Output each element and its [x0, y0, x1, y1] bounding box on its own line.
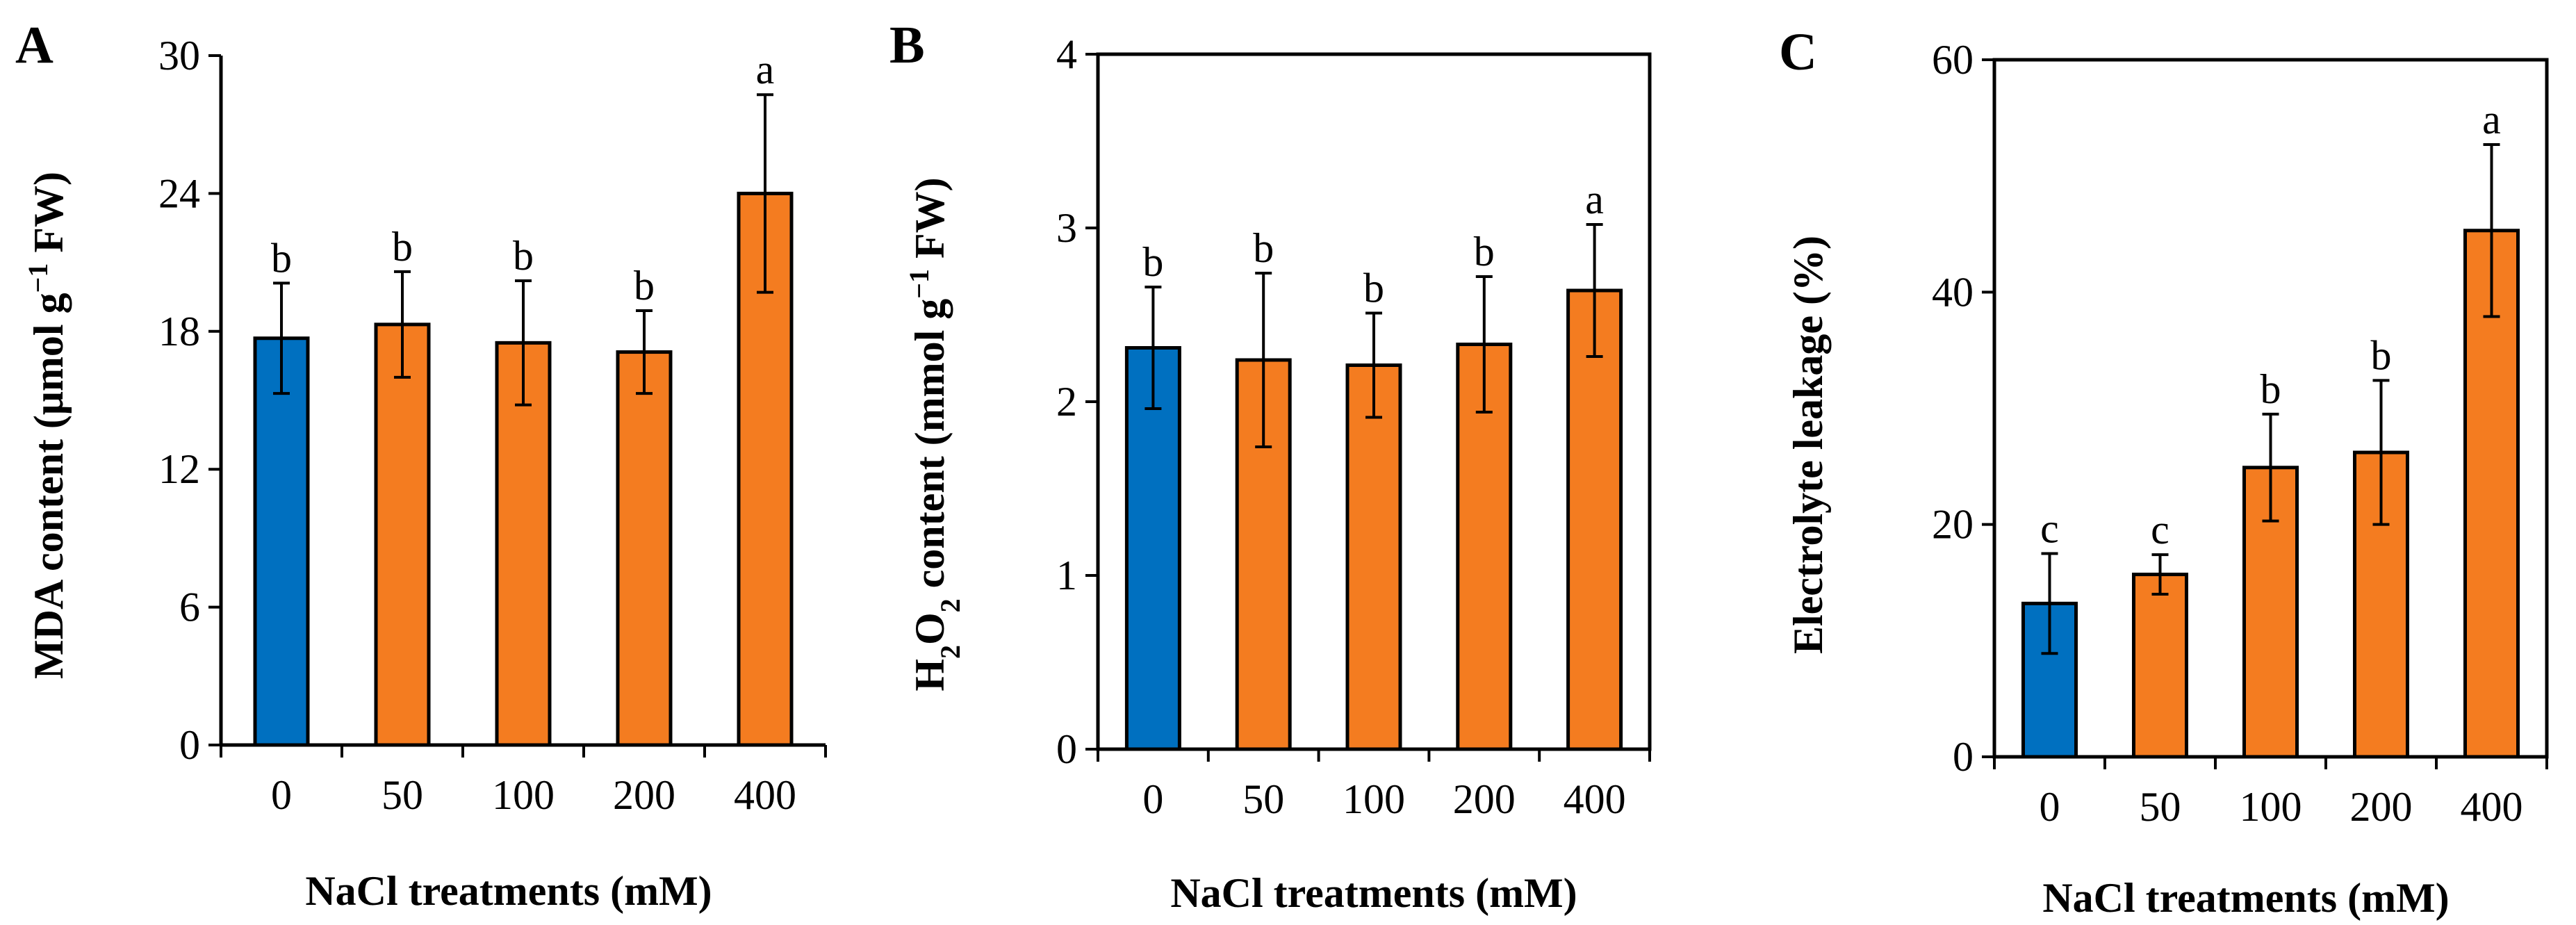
x-tick-label: 0	[271, 772, 292, 818]
bar	[1124, 346, 1181, 751]
bar	[2132, 573, 2188, 759]
x-tick-label: 400	[1564, 776, 1626, 822]
y-tick-label: 1	[1056, 552, 1077, 598]
panel-a: A MDA content (μmol g−1 FW) NaCl treatme…	[15, 16, 827, 914]
significance-label: b	[1363, 265, 1384, 311]
y-axis-title: Electrolyte leakage (%)	[1785, 236, 1831, 654]
y-tick-label: 20	[1932, 502, 1974, 548]
significance-label: b	[1474, 229, 1495, 275]
y-tick-label: 30	[158, 33, 200, 79]
bar	[1345, 363, 1402, 751]
x-tick-label: 0	[2040, 784, 2060, 830]
error-bar	[757, 93, 773, 294]
significance-label: b	[271, 235, 292, 281]
y-tick-label: 2	[1056, 379, 1077, 425]
error-bar	[636, 309, 653, 395]
panel-c: C Electrolyte leakage (%) NaCl treatment…	[1779, 23, 2549, 921]
panel-letter: B	[889, 16, 925, 74]
error-bar	[2483, 143, 2500, 318]
y-tick-label: 24	[158, 170, 200, 216]
x-tick-label: 100	[1343, 776, 1405, 822]
error-bar	[2262, 412, 2279, 523]
significance-label: b	[513, 233, 534, 279]
x-axis-title: NaCl treatments (mM)	[305, 868, 712, 914]
y-tick-label: 60	[1932, 37, 1974, 83]
significance-label: b	[1253, 225, 1274, 271]
y-tick-label: 0	[1056, 726, 1077, 772]
x-tick-label: 400	[2461, 784, 2523, 830]
y-tick-label: 18	[158, 309, 200, 354]
y-tick-label: 4	[1056, 31, 1077, 77]
significance-label: b	[392, 224, 413, 270]
error-bar	[394, 270, 411, 379]
significance-label: b	[2371, 332, 2392, 378]
error-bar	[1255, 272, 1272, 448]
x-tick-label: 50	[382, 772, 423, 818]
error-bar	[2151, 553, 2169, 596]
significance-label: a	[2482, 97, 2501, 142]
error-bar	[1475, 275, 1493, 414]
error-bar	[2372, 379, 2390, 526]
bar	[1566, 288, 1623, 751]
y-axis-title: H2O2 content (mmol g−1 FW)	[903, 177, 966, 691]
bar	[495, 341, 552, 747]
panel-b: B H2O2 content (mmol g−1 FW) NaCl treatm…	[889, 16, 1652, 916]
x-tick-label: 400	[734, 772, 796, 818]
panel-letter: C	[1779, 23, 1817, 81]
x-tick-label: 50	[2140, 784, 2181, 830]
significance-label: b	[634, 263, 655, 309]
x-tick-label: 200	[2350, 784, 2413, 830]
plot-frame	[1096, 52, 1652, 751]
error-bar	[515, 279, 532, 407]
bar	[616, 350, 673, 747]
y-axis-title: MDA content (μmol g−1 FW)	[22, 172, 72, 679]
x-tick-label: 50	[1242, 776, 1284, 822]
x-tick-label: 100	[492, 772, 555, 818]
error-bar	[1586, 223, 1603, 358]
y-tick-label: 3	[1056, 205, 1077, 251]
error-bar	[273, 281, 290, 395]
y-tick-label: 12	[158, 446, 200, 492]
x-axis-title: NaCl treatments (mM)	[2042, 875, 2449, 921]
panel-letter: A	[15, 16, 54, 74]
error-bar	[2041, 552, 2058, 655]
y-tick-label: 6	[179, 584, 200, 630]
x-tick-label: 100	[2240, 784, 2302, 830]
bar	[253, 336, 310, 747]
significance-label: a	[756, 47, 775, 92]
bar	[374, 322, 431, 747]
y-tick-label: 0	[179, 722, 200, 768]
significance-label: c	[2151, 507, 2169, 552]
significance-label: b	[2261, 366, 2281, 412]
error-bar	[1365, 311, 1382, 419]
significance-label: b	[1142, 239, 1163, 285]
x-tick-label: 0	[1142, 776, 1163, 822]
error-bar	[1145, 286, 1162, 410]
x-axis-title: NaCl treatments (mM)	[1170, 870, 1577, 916]
x-tick-label: 200	[613, 772, 675, 818]
y-tick-label: 40	[1932, 269, 1974, 315]
significance-label: a	[1585, 177, 1604, 222]
x-tick-label: 200	[1453, 776, 1516, 822]
plot-frame	[1992, 58, 2549, 759]
significance-label: c	[2040, 505, 2059, 551]
y-tick-label: 0	[1953, 734, 1974, 780]
